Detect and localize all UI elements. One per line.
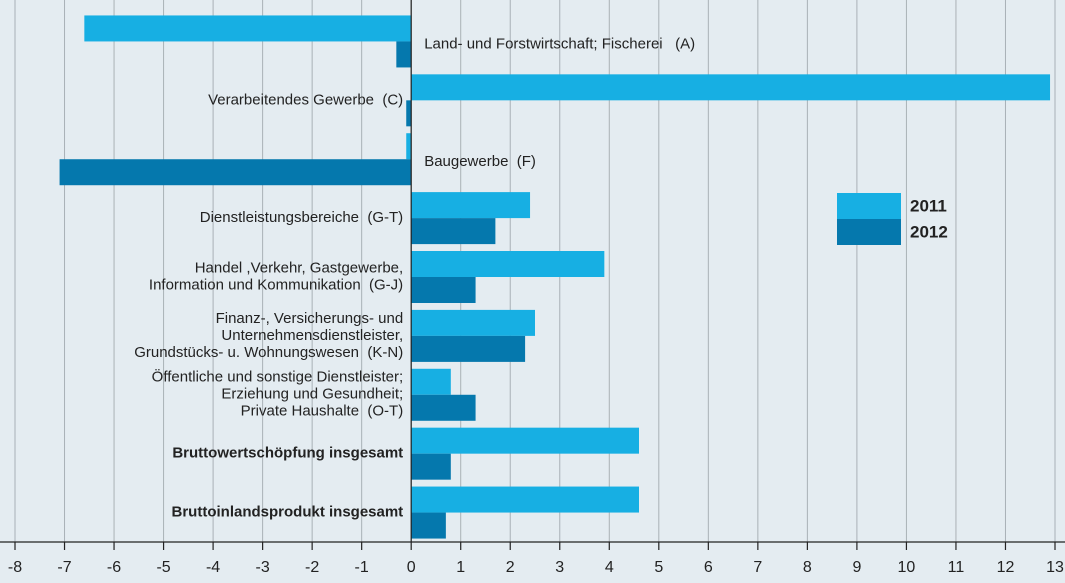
legend-swatch (837, 193, 901, 219)
category-label: Information und Kommunikation (G-J) (149, 276, 403, 293)
x-tick-label: 13 (1046, 559, 1064, 576)
bar (396, 41, 412, 68)
x-tick-label: -1 (355, 559, 369, 576)
x-tick-label: -3 (256, 559, 270, 576)
bar (411, 192, 531, 219)
legend-label: 2011 (910, 196, 947, 215)
category-label: Verarbeitendes Gewerbe (C) (208, 91, 403, 108)
bar (84, 15, 412, 42)
category-label: Handel ,Verkehr, Gastgewerbe, (195, 259, 403, 276)
category-label: Dienstleistungsbereiche (G-T) (200, 209, 403, 226)
bar (411, 394, 476, 421)
legend-label: 2012 (910, 222, 948, 241)
category-label: Grundstücks- u. Wohnungswesen (K-N) (134, 344, 403, 361)
x-tick-label: 0 (407, 559, 416, 576)
bar (411, 309, 535, 336)
x-tick-label: -6 (107, 559, 121, 576)
x-tick-label: 1 (456, 559, 465, 576)
x-tick-label: 6 (704, 559, 713, 576)
bar (406, 133, 412, 160)
x-tick-label: 3 (555, 559, 564, 576)
bar (411, 453, 451, 480)
x-tick-label: 5 (654, 559, 663, 576)
x-tick-label: 11 (948, 559, 965, 576)
bar (411, 368, 451, 395)
x-tick-label: 7 (753, 559, 762, 576)
bar (411, 74, 1051, 101)
category-label: Unternehmensdienstleister, (221, 327, 403, 344)
category-label: Bruttowertschöpfung insgesamt (172, 445, 403, 462)
x-tick-label: -8 (8, 559, 22, 576)
bar (411, 251, 605, 277)
bar (406, 100, 412, 127)
category-label: Finanz-, Versicherungs- und (216, 310, 404, 327)
bar (411, 218, 496, 245)
x-tick-label: -7 (57, 559, 71, 576)
bar (411, 335, 526, 362)
bar (59, 159, 412, 186)
x-tick-label: 12 (997, 559, 1015, 576)
x-tick-label: 4 (605, 559, 614, 576)
x-tick-label: -5 (156, 559, 170, 576)
category-label: Öffentliche und sonstige Dienstleister; (152, 368, 404, 386)
category-label: Erziehung und Gesundheit; (221, 386, 403, 403)
x-tick-label: 8 (803, 559, 812, 576)
x-tick-label: 9 (852, 559, 861, 576)
legend-swatch (837, 219, 901, 245)
category-label: Bruttoinlandsprodukt insgesamt (172, 504, 404, 521)
bar (411, 486, 639, 513)
x-tick-label: -2 (305, 559, 319, 576)
category-label: Private Haushalte (O-T) (241, 403, 404, 420)
bar (411, 277, 476, 303)
bar (411, 427, 639, 454)
category-label: Baugewerbe (F) (424, 153, 536, 170)
x-tick-label: -4 (206, 559, 220, 576)
bar (411, 512, 446, 539)
category-label: Land- und Forstwirtschaft; Fischerei (A) (424, 35, 695, 52)
x-tick-label: 10 (898, 559, 916, 576)
x-tick-label: 2 (506, 559, 515, 576)
